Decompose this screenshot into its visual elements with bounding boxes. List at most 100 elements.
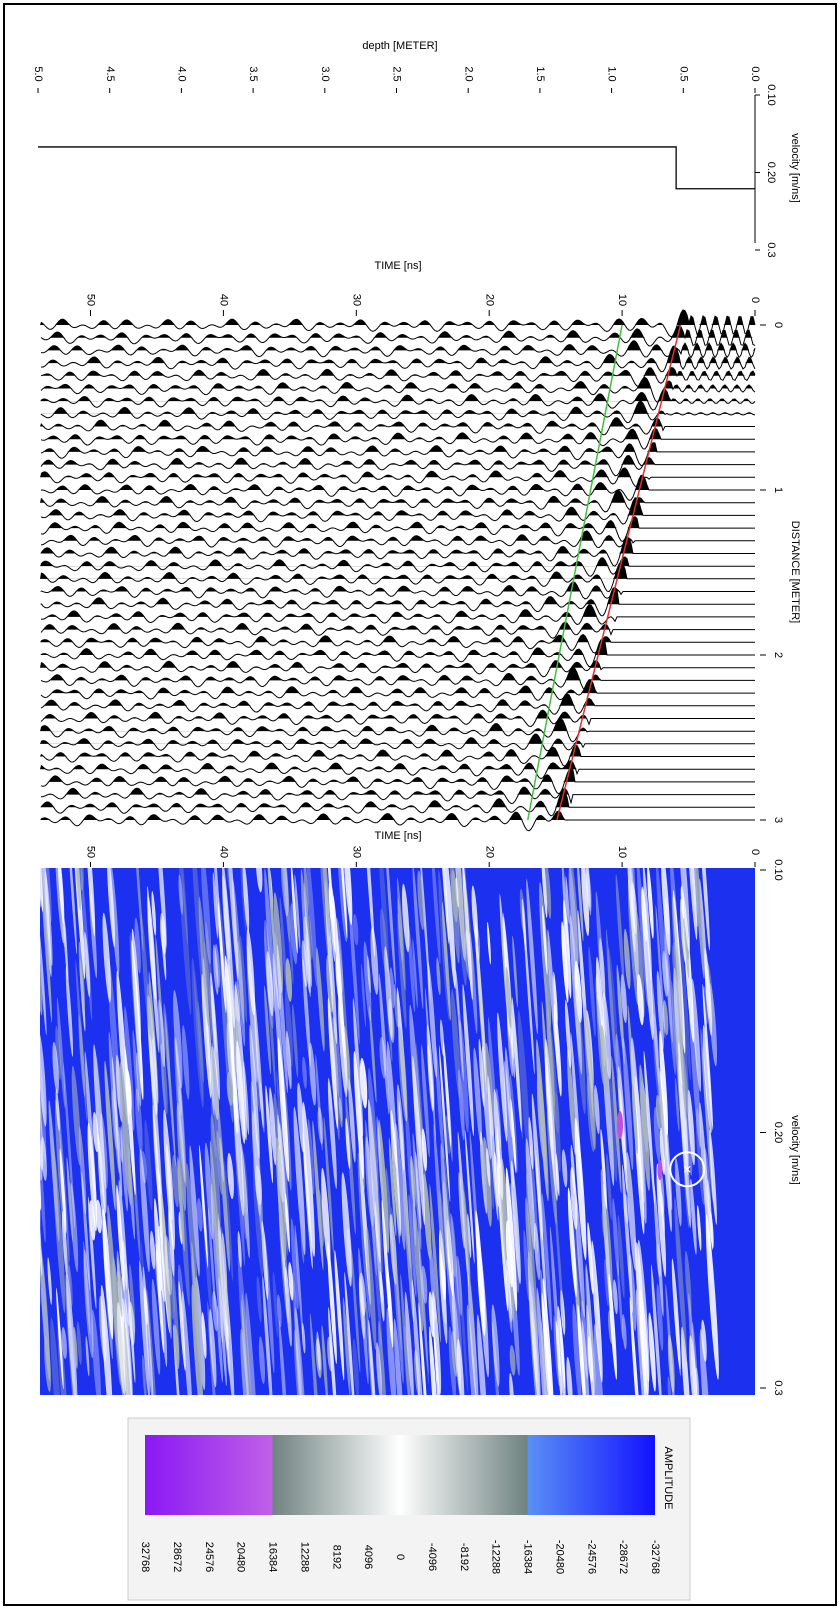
streak — [521, 898, 527, 952]
streak — [608, 1273, 617, 1380]
streak — [312, 1120, 324, 1271]
streak — [56, 1287, 64, 1390]
streak — [391, 1128, 401, 1245]
streak — [612, 1198, 620, 1277]
streak — [151, 1278, 161, 1375]
streak — [657, 1160, 663, 1180]
streak — [417, 870, 425, 931]
trace — [40, 467, 755, 488]
streak — [44, 1335, 52, 1392]
streak — [61, 916, 67, 948]
streak — [678, 868, 690, 953]
streak — [647, 868, 654, 939]
streak — [412, 868, 424, 1010]
streak — [214, 943, 221, 988]
streak — [69, 1182, 79, 1272]
trace — [40, 733, 755, 752]
streak — [510, 1160, 521, 1285]
streak — [209, 1308, 217, 1388]
streak — [57, 1100, 70, 1263]
streak — [81, 1171, 91, 1292]
streak — [124, 1046, 136, 1196]
streak — [40, 1136, 47, 1181]
streak — [327, 997, 339, 1130]
trace-fill — [40, 325, 755, 338]
streak — [574, 1192, 585, 1318]
streak — [134, 917, 141, 974]
streak — [612, 1279, 618, 1315]
streak — [272, 1271, 279, 1338]
streak — [583, 1005, 596, 1150]
streak — [133, 868, 144, 952]
streak — [284, 1266, 292, 1347]
streak — [219, 1137, 231, 1272]
streak — [709, 1211, 714, 1249]
axis-title: velocity [m/ns] — [789, 1115, 801, 1185]
streak — [552, 976, 560, 1073]
y-tick-label: 40 — [217, 294, 229, 306]
streak — [439, 1019, 445, 1056]
streak — [102, 912, 112, 1003]
streak — [245, 1292, 258, 1395]
streak — [83, 1249, 94, 1359]
streak — [663, 917, 676, 1076]
streak — [255, 868, 263, 893]
streak — [75, 959, 88, 1121]
trace — [40, 586, 755, 617]
x-tick-label: 0.3 — [772, 1380, 784, 1395]
streak — [415, 1151, 422, 1230]
streak — [626, 1152, 637, 1271]
streak — [408, 1194, 417, 1298]
streak — [617, 1111, 623, 1139]
streak — [634, 1075, 647, 1225]
streak — [251, 1110, 262, 1217]
y-tick-label: 0.10 — [765, 84, 777, 105]
streak — [386, 1041, 398, 1168]
streak — [155, 935, 165, 1068]
streak — [691, 978, 702, 1092]
streak — [357, 1152, 371, 1319]
streak — [419, 868, 431, 1002]
streak — [662, 950, 669, 997]
streak — [283, 868, 294, 985]
streak — [615, 874, 625, 988]
trace — [40, 516, 755, 542]
trace-fill — [40, 745, 755, 757]
streak — [581, 868, 590, 937]
streak — [290, 1218, 299, 1310]
streak — [191, 1255, 199, 1357]
streak — [701, 1319, 707, 1362]
streak — [637, 974, 644, 1026]
streak — [451, 1215, 463, 1372]
streak — [463, 884, 474, 989]
streak — [656, 868, 667, 998]
streak — [294, 1307, 308, 1395]
streak — [87, 1196, 97, 1309]
streak — [486, 1147, 491, 1187]
streak — [533, 1222, 541, 1281]
streak — [581, 1320, 590, 1395]
streak — [678, 1057, 692, 1227]
streak — [292, 1004, 299, 1078]
colorbar-tick-label: -16384 — [522, 1540, 534, 1574]
streak — [574, 1220, 582, 1308]
streak — [464, 1129, 475, 1264]
streak — [400, 1273, 412, 1395]
trace — [40, 345, 756, 373]
streak — [506, 1008, 514, 1077]
streak — [653, 1106, 661, 1163]
streak — [302, 1101, 315, 1257]
streak — [425, 987, 436, 1142]
pick-marker — [669, 1151, 706, 1188]
streak — [222, 868, 235, 1029]
trace-fill — [40, 710, 755, 719]
streak — [429, 1326, 440, 1395]
streak — [258, 1336, 265, 1385]
streak — [674, 1158, 682, 1227]
streak — [277, 1114, 281, 1151]
streak — [365, 1136, 374, 1228]
streak — [301, 940, 308, 988]
streak — [227, 1152, 234, 1200]
streak — [634, 1237, 647, 1395]
streak — [279, 896, 287, 991]
